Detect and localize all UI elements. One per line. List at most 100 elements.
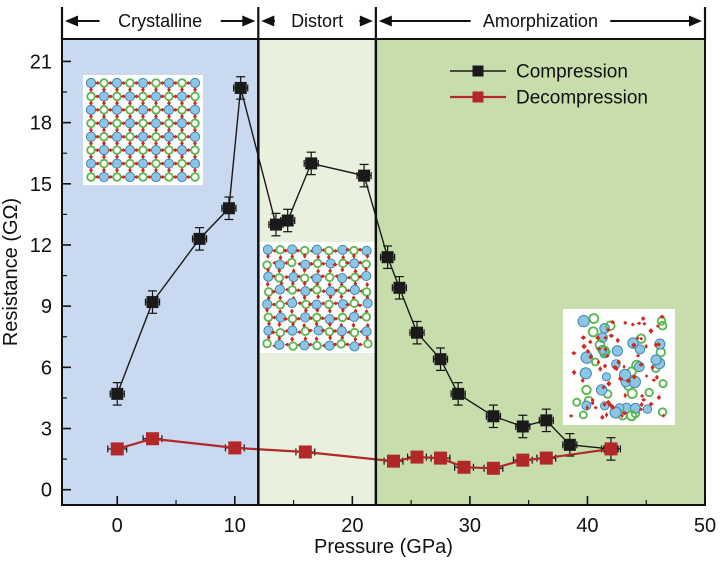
atom-blue <box>263 325 274 336</box>
atom-red <box>133 81 140 85</box>
atom-blue <box>324 340 335 351</box>
atom-red <box>616 359 621 365</box>
atom-green <box>274 273 285 283</box>
atom-red <box>89 100 93 106</box>
atom-red <box>656 342 661 347</box>
atom-blue <box>601 372 611 382</box>
atom-red <box>271 274 278 279</box>
atom-red <box>326 254 331 260</box>
y-tick-label: 21 <box>30 51 52 73</box>
atom-blue <box>361 270 372 282</box>
atom-red <box>332 249 339 253</box>
atom-blue <box>98 118 110 129</box>
atom-red <box>661 413 666 418</box>
atom-red <box>644 343 648 350</box>
atom-green <box>190 91 200 102</box>
atom-red <box>133 121 140 126</box>
atom-blue <box>274 339 285 350</box>
atom-red <box>120 81 127 85</box>
atom-blue <box>262 244 273 255</box>
atom-blue <box>618 368 632 382</box>
markers <box>110 432 618 475</box>
atom-red <box>351 322 356 329</box>
atom-red <box>154 154 158 160</box>
atom-red <box>141 113 145 120</box>
atom-red <box>193 113 197 120</box>
atom-red <box>625 378 631 384</box>
atom-red <box>167 154 171 160</box>
legend-label-decompression: Decompression <box>516 88 648 109</box>
atom-red <box>159 161 166 166</box>
atom-red <box>610 319 616 325</box>
atom-red <box>185 94 192 99</box>
atom-red <box>107 121 114 126</box>
atom-red <box>89 140 93 147</box>
atom-red <box>623 320 628 325</box>
data-point-square <box>410 450 424 464</box>
atom-red <box>172 94 179 99</box>
atom-red <box>648 328 654 334</box>
atom-red <box>615 337 620 344</box>
legend-marker-square <box>472 91 484 103</box>
atom-red <box>128 86 132 93</box>
data-point-square <box>381 251 394 264</box>
atom-blue <box>98 91 110 102</box>
atom-red <box>133 134 140 139</box>
atom-red <box>172 81 179 85</box>
atom-blue <box>262 299 273 310</box>
atom-green <box>312 312 322 323</box>
atom-green <box>312 284 322 295</box>
atom-red <box>185 134 192 139</box>
atom-red <box>120 134 127 139</box>
atom-red <box>146 148 153 153</box>
atom-red <box>172 121 179 126</box>
atom-red <box>648 401 654 407</box>
left-arrowhead-icon <box>65 15 78 27</box>
atom-red <box>605 328 611 332</box>
atom-red <box>185 81 192 85</box>
y-tick-label: 3 <box>41 419 52 441</box>
atom-blue <box>274 259 285 270</box>
atom-red <box>159 121 166 126</box>
atom-red <box>128 100 132 106</box>
atom-red <box>346 275 353 280</box>
data-point-square <box>434 353 447 366</box>
atom-blue <box>85 131 97 142</box>
data-point-square <box>486 461 500 475</box>
atom-red <box>352 253 356 259</box>
atom-red <box>265 281 270 288</box>
atom-red <box>607 402 614 408</box>
region-label-crystalline: Crystalline <box>118 11 202 31</box>
atom-red <box>344 342 351 347</box>
atom-red <box>94 107 101 112</box>
atom-red <box>617 376 624 382</box>
atom-blue <box>579 367 592 380</box>
atom-red <box>133 107 140 112</box>
y-tick-label: 15 <box>30 174 52 196</box>
atom-red <box>266 267 270 273</box>
data-point-square <box>305 157 318 170</box>
atom-red <box>608 333 615 338</box>
atom-red <box>180 127 184 133</box>
atom-red <box>154 167 158 174</box>
atom-blue <box>361 245 372 256</box>
atom-red <box>365 253 370 260</box>
atom-red <box>193 167 197 174</box>
atom-blue <box>98 171 110 183</box>
atom-red <box>266 253 270 260</box>
atom-red <box>601 385 606 390</box>
atom-red <box>141 127 145 133</box>
atom-green <box>286 257 297 268</box>
atom-red <box>621 411 628 416</box>
atom-blue <box>311 299 322 310</box>
atom-green <box>598 345 610 357</box>
atom-red <box>357 342 364 347</box>
atom-red <box>277 267 282 274</box>
atom-red <box>610 404 616 410</box>
atom-red <box>303 335 308 342</box>
data-point-square <box>411 326 424 339</box>
atom-red <box>133 175 140 179</box>
atom-green <box>190 118 200 129</box>
atom-blue <box>176 145 188 156</box>
